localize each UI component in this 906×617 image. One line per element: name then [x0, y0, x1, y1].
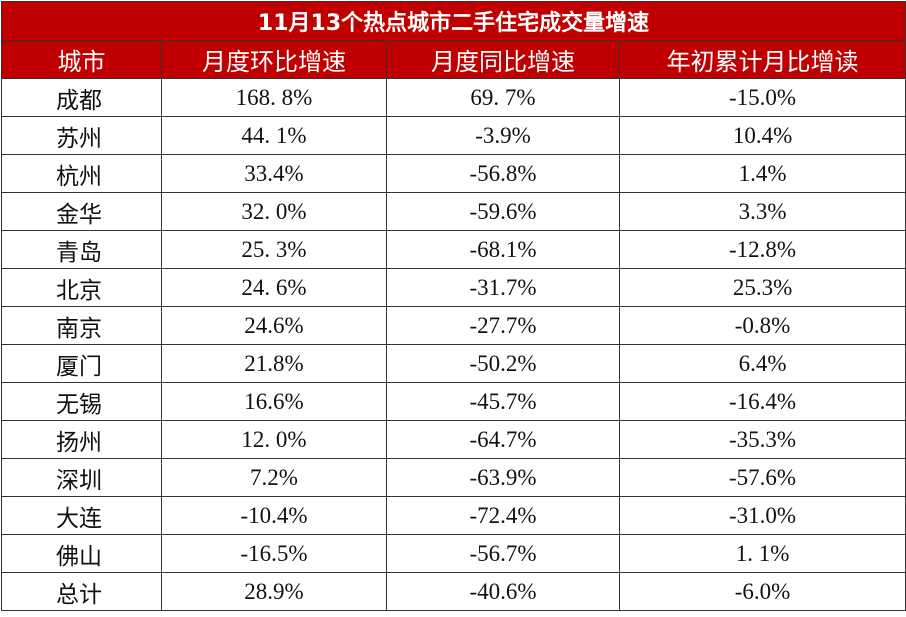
city-cell: 北京 — [1, 268, 162, 307]
data-row: 佛山 -16.5% -56.7% 1. 1% — [1, 534, 906, 573]
value-cell: -63.9% — [386, 458, 620, 497]
value-cell: -64.7% — [386, 420, 620, 459]
value-cell: 12. 0% — [161, 420, 387, 459]
value-cell: 24.6% — [161, 306, 387, 345]
value-cell: -50.2% — [386, 344, 620, 383]
city-cell: 厦门 — [1, 344, 162, 383]
value-cell: 7.2% — [161, 458, 387, 497]
value-cell: 28.9% — [161, 572, 387, 611]
data-row: 成都 168. 8% 69. 7% -15.0% — [1, 78, 906, 117]
city-cell: 杭州 — [1, 154, 162, 193]
value-cell: -10.4% — [161, 496, 387, 535]
header-cell: 年初累计月比增读 — [618, 40, 906, 79]
data-row: 金华 32. 0% -59.6% 3.3% — [1, 192, 906, 231]
value-cell: 33.4% — [161, 154, 387, 193]
data-row: 苏州 44. 1% -3.9% 10.4% — [1, 116, 906, 155]
city-cell: 总计 — [1, 572, 162, 611]
value-cell: -35.3% — [618, 420, 906, 459]
value-cell: 25.3% — [618, 268, 906, 307]
data-row: 厦门 21.8% -50.2% 6.4% — [1, 344, 906, 383]
value-cell: -16.5% — [161, 534, 387, 573]
value-cell: -0.8% — [618, 306, 906, 345]
value-cell: -3.9% — [386, 116, 620, 155]
value-cell: 25. 3% — [161, 230, 387, 269]
city-cell: 无锡 — [1, 382, 162, 421]
city-cell: 金华 — [1, 192, 162, 231]
value-cell: 6.4% — [618, 344, 906, 383]
value-cell: 1. 1% — [618, 534, 906, 573]
title-row: 11月13个热点城市二手住宅成交量增速 — [0, 1, 906, 41]
data-row: 深圳 7.2% -63.9% -57.6% — [1, 458, 906, 497]
city-cell: 大连 — [1, 496, 162, 535]
city-cell: 苏州 — [1, 116, 162, 155]
header-cell: 月度同比增速 — [386, 40, 620, 79]
value-cell: 3.3% — [618, 192, 906, 231]
value-cell: -72.4% — [386, 496, 620, 535]
city-cell: 成都 — [1, 78, 162, 117]
value-cell: -40.6% — [386, 572, 620, 611]
data-row: 无锡 16.6% -45.7% -16.4% — [1, 382, 906, 421]
header-cell: 月度环比增速 — [161, 40, 387, 79]
data-row: 南京 24.6% -27.7% -0.8% — [1, 306, 906, 345]
city-cell: 扬州 — [1, 420, 162, 459]
value-cell: -16.4% — [618, 382, 906, 421]
value-cell: 168. 8% — [161, 78, 387, 117]
value-cell: -57.6% — [618, 458, 906, 497]
value-cell: -68.1% — [386, 230, 620, 269]
value-cell: -6.0% — [618, 572, 906, 611]
value-cell: -45.7% — [386, 382, 620, 421]
city-cell: 南京 — [1, 306, 162, 345]
header-cell: 城市 — [1, 40, 162, 79]
value-cell: -59.6% — [386, 192, 620, 231]
value-cell: -12.8% — [618, 230, 906, 269]
value-cell: -27.7% — [386, 306, 620, 345]
value-cell: -56.7% — [386, 534, 620, 573]
value-cell: 44. 1% — [161, 116, 387, 155]
value-cell: 69. 7% — [386, 78, 620, 117]
city-cell: 青岛 — [1, 230, 162, 269]
value-cell: 24. 6% — [161, 268, 387, 307]
value-cell: 1.4% — [618, 154, 906, 193]
value-cell: 21.8% — [161, 344, 387, 383]
table-title: 11月13个热点城市二手住宅成交量增速 — [0, 1, 906, 41]
value-cell: 16.6% — [161, 382, 387, 421]
value-cell: -31.0% — [618, 496, 906, 535]
data-row: 杭州 33.4% -56.8% 1.4% — [1, 154, 906, 193]
data-row: 大连 -10.4% -72.4% -31.0% — [1, 496, 906, 535]
header-row: 城市 月度环比增速 月度同比增速 年初累计月比增读 — [1, 40, 906, 79]
city-cell: 佛山 — [1, 534, 162, 573]
city-cell: 深圳 — [1, 458, 162, 497]
value-cell: -15.0% — [618, 78, 906, 117]
value-cell: -56.8% — [386, 154, 620, 193]
value-cell: 10.4% — [618, 116, 906, 155]
data-row: 北京 24. 6% -31.7% 25.3% — [1, 268, 906, 307]
data-row: 总计 28.9% -40.6% -6.0% — [1, 572, 906, 611]
value-cell: 32. 0% — [161, 192, 387, 231]
data-row: 扬州 12. 0% -64.7% -35.3% — [1, 420, 906, 459]
data-row: 青岛 25. 3% -68.1% -12.8% — [1, 230, 906, 269]
value-cell: -31.7% — [386, 268, 620, 307]
